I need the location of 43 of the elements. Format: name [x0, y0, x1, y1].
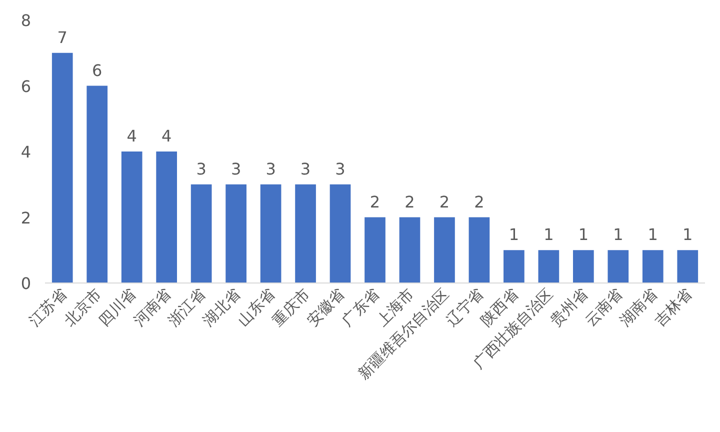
y-tick-label: 6 — [20, 76, 31, 96]
data-label: 2 — [439, 192, 450, 212]
bar — [399, 217, 420, 283]
data-label: 2 — [370, 192, 380, 212]
bar — [295, 184, 316, 283]
bar — [504, 250, 524, 283]
bar — [642, 250, 664, 283]
bar — [52, 52, 73, 283]
y-tick-label: 4 — [20, 142, 31, 162]
data-label: 3 — [230, 159, 242, 178]
bar — [260, 184, 282, 283]
bar — [538, 250, 560, 283]
bar — [434, 217, 455, 283]
data-label: 3 — [196, 159, 206, 178]
y-tick-label: 2 — [20, 208, 31, 228]
data-label: 4 — [161, 126, 172, 146]
bar — [86, 86, 108, 283]
bar — [190, 184, 212, 283]
data-label: 1 — [578, 225, 589, 244]
bar — [573, 250, 594, 283]
data-label: 1 — [682, 225, 693, 244]
data-label: 2 — [474, 192, 484, 212]
y-tick-label: 0 — [20, 274, 31, 293]
bar — [226, 184, 246, 283]
bar — [677, 250, 698, 283]
data-label: 1 — [648, 225, 658, 244]
data-label: 4 — [126, 126, 137, 146]
data-label: 1 — [544, 225, 554, 244]
data-label: 1 — [508, 225, 520, 244]
bar — [156, 152, 177, 283]
data-label: 3 — [335, 159, 346, 178]
bar — [121, 152, 142, 283]
bar — [468, 217, 490, 283]
data-label: 7 — [57, 28, 68, 47]
bar — [364, 217, 386, 283]
bar — [608, 250, 629, 283]
data-label: 3 — [300, 159, 311, 178]
data-label: 1 — [613, 225, 624, 244]
data-label: 3 — [266, 159, 276, 178]
data-label: 2 — [404, 192, 415, 212]
data-label: 6 — [92, 60, 102, 80]
bar — [330, 184, 351, 283]
y-tick-label: 8 — [20, 11, 31, 30]
